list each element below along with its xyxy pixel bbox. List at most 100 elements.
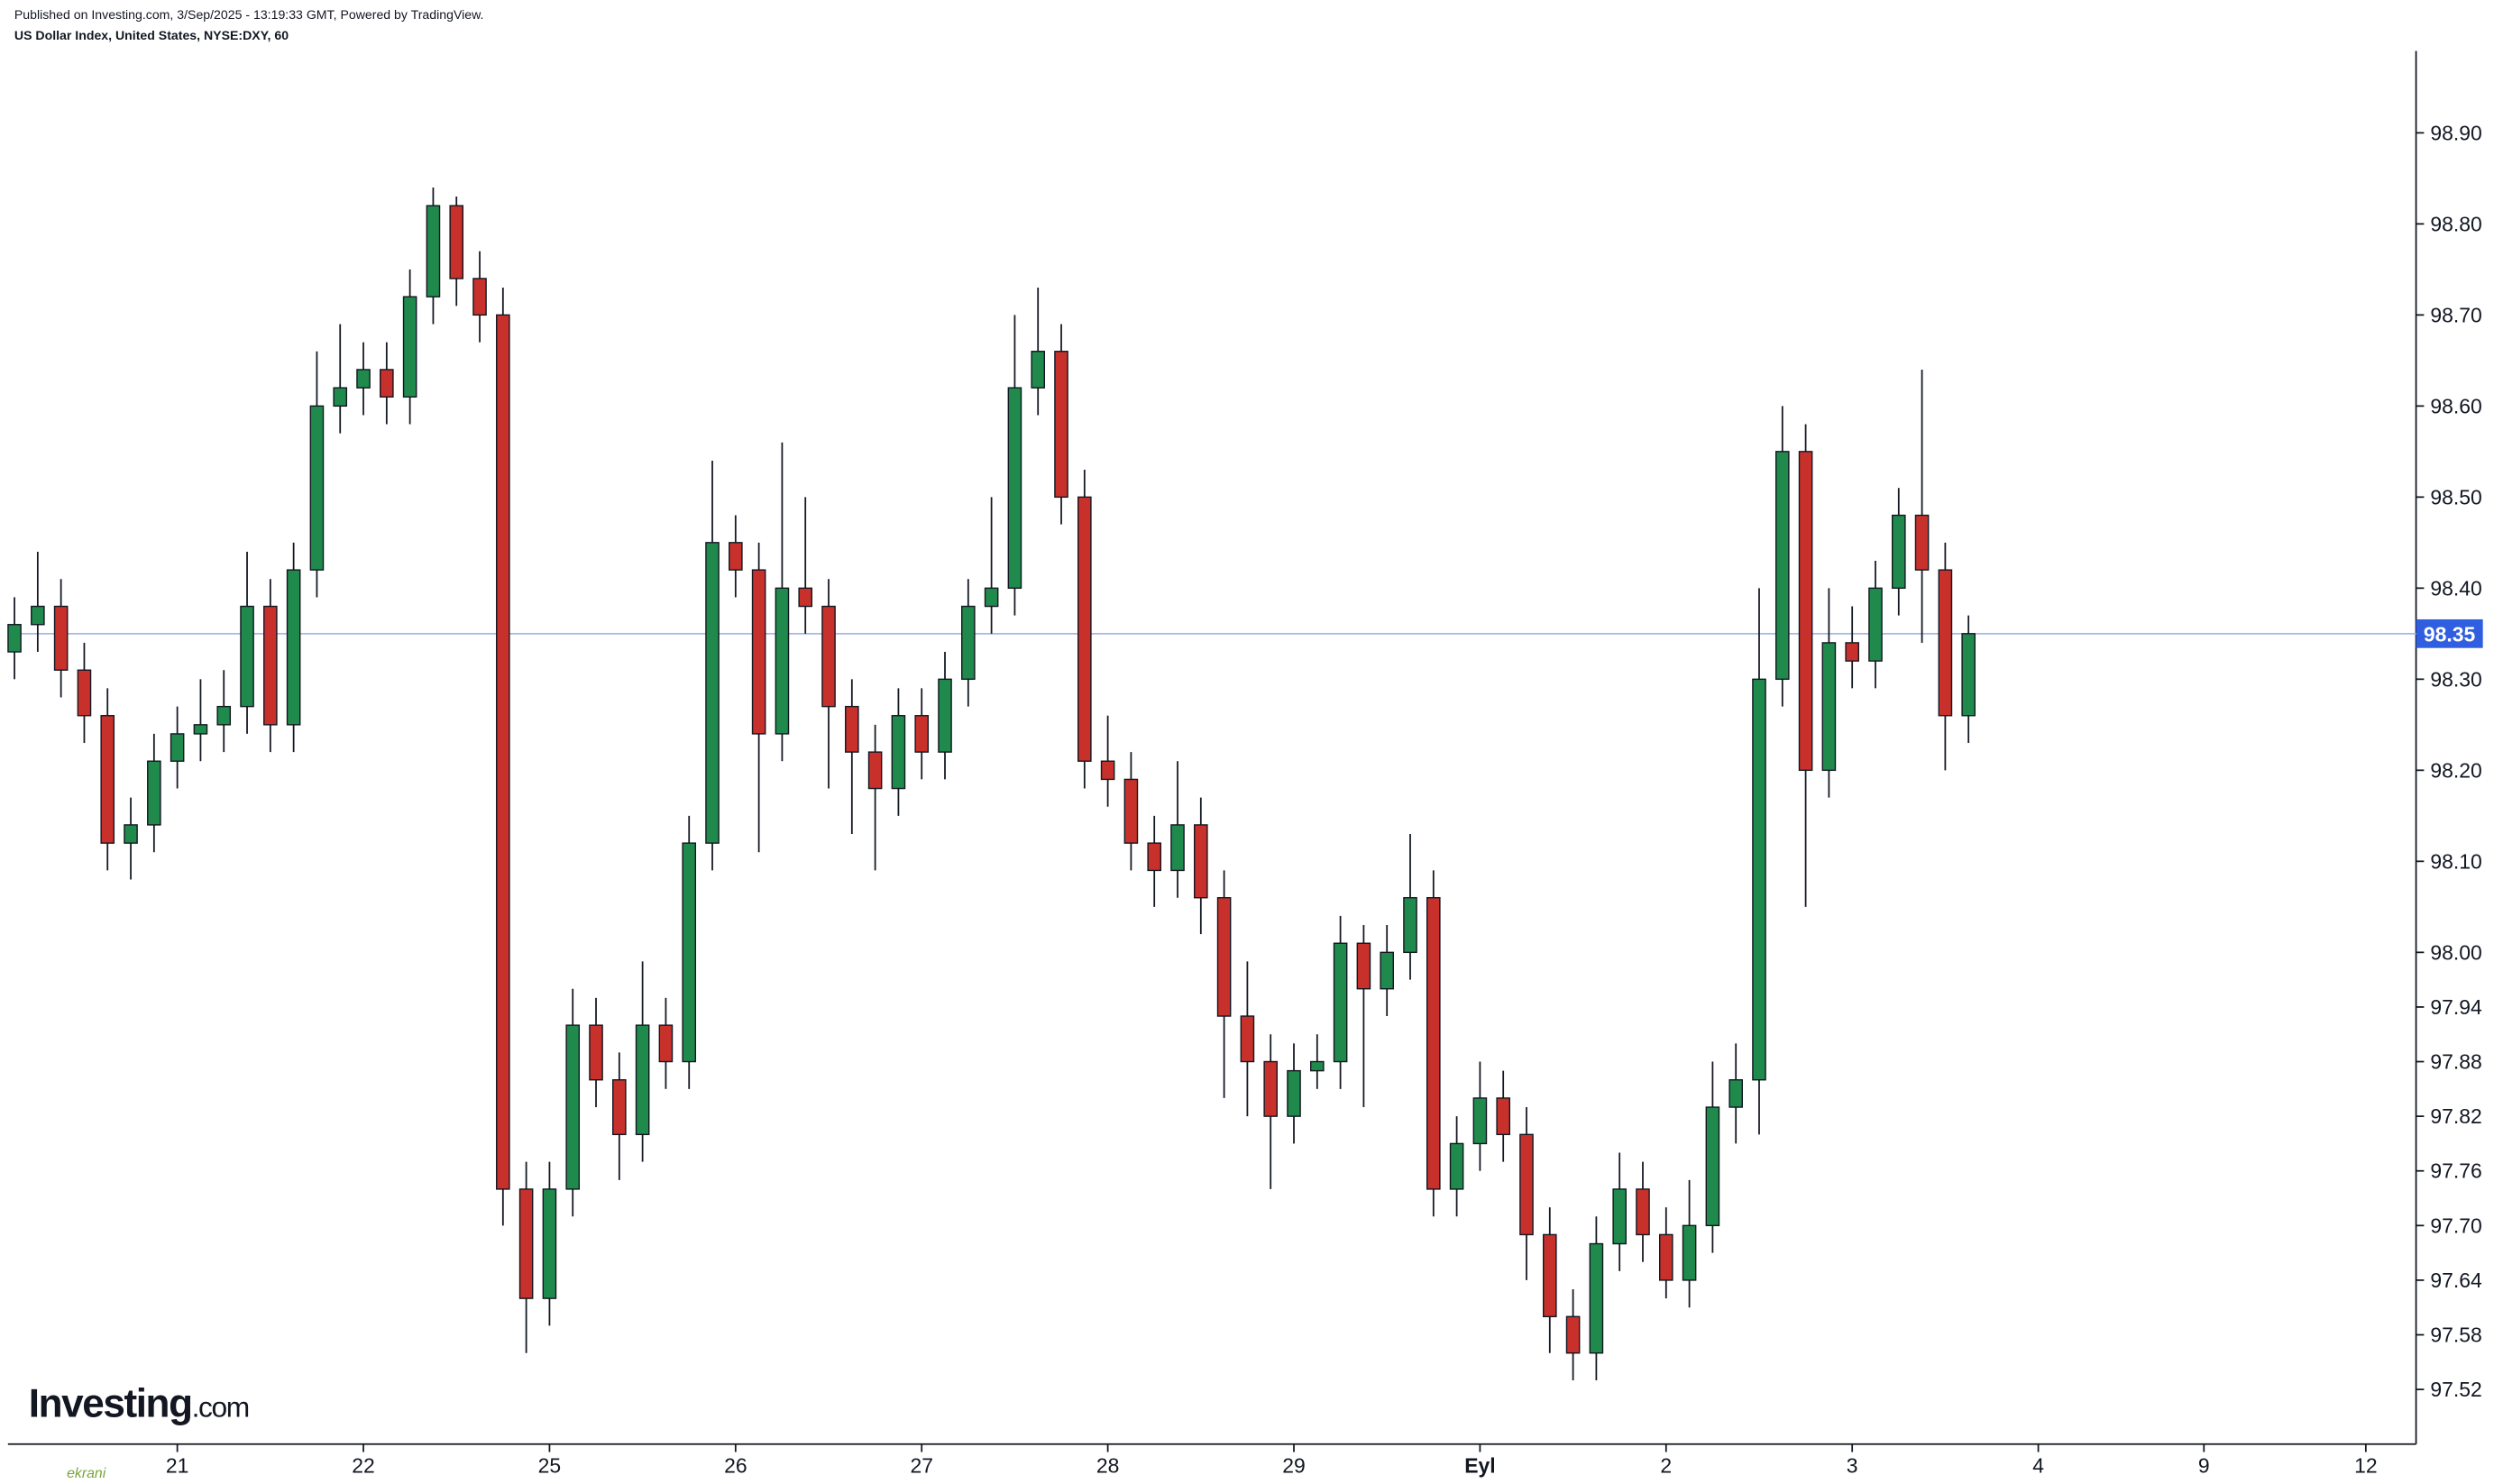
x-tick-label: 3 xyxy=(1847,1453,1858,1477)
candle-body xyxy=(1194,824,1208,899)
candle-body xyxy=(705,542,720,844)
candle-body xyxy=(1636,1188,1650,1236)
candle-body xyxy=(1728,1079,1743,1108)
x-tick-label: 25 xyxy=(538,1453,562,1477)
candle-body xyxy=(124,824,138,844)
chart-title: US Dollar Index, United States, NYSE:DXY… xyxy=(14,28,289,42)
candle-body xyxy=(845,705,859,753)
y-tick-label: 98.30 xyxy=(2430,667,2481,691)
candle-body xyxy=(1007,387,1022,590)
candle-body xyxy=(1403,897,1417,954)
candle-body xyxy=(402,296,417,398)
candle-body xyxy=(1333,942,1348,1063)
y-tick-label: 97.70 xyxy=(2430,1214,2481,1237)
candle-body xyxy=(1565,1315,1581,1354)
candle-body xyxy=(1287,1069,1301,1117)
x-tick-label: Eyl xyxy=(1464,1453,1495,1477)
candle-body xyxy=(1542,1233,1557,1318)
candle-body xyxy=(658,1024,674,1063)
candle-body xyxy=(1705,1106,1720,1227)
candle-body xyxy=(1240,1015,1255,1063)
candle-body xyxy=(31,605,45,626)
candle-body xyxy=(1147,842,1162,872)
y-tick-label: 97.58 xyxy=(2430,1323,2481,1346)
y-tick-label: 97.94 xyxy=(2430,995,2482,1019)
candle-body xyxy=(240,605,254,708)
candle-body xyxy=(170,733,185,762)
candle-body xyxy=(1123,778,1139,844)
candle-body xyxy=(984,587,999,608)
candle-body xyxy=(426,205,441,298)
candle-body xyxy=(542,1188,557,1299)
candle-body xyxy=(356,369,371,389)
candle-body xyxy=(100,715,115,844)
candle-body xyxy=(938,678,952,753)
candle-body xyxy=(1868,587,1883,662)
candle-body xyxy=(612,1079,627,1136)
last-price-label: 98.35 xyxy=(2424,623,2476,646)
candle-body xyxy=(1380,951,1395,990)
candle-body xyxy=(1356,942,1371,990)
last-price-box xyxy=(2416,618,2483,648)
candle-body xyxy=(193,724,208,735)
candle-body xyxy=(1845,642,1859,662)
x-tick-label: 22 xyxy=(352,1453,375,1477)
x-tick-label: 26 xyxy=(724,1453,747,1477)
y-tick-label: 98.50 xyxy=(2430,485,2481,508)
y-tick-label: 98.80 xyxy=(2430,212,2481,235)
x-tick-label: 4 xyxy=(2032,1453,2044,1477)
y-tick-label: 97.82 xyxy=(2430,1104,2481,1128)
candle-body xyxy=(914,715,930,753)
candle-body xyxy=(867,751,883,790)
candle-body xyxy=(682,842,697,1063)
candle-body xyxy=(1589,1242,1604,1354)
candle-body xyxy=(518,1188,534,1299)
candle-body xyxy=(775,587,790,735)
candle-body xyxy=(1310,1060,1325,1072)
candle-body xyxy=(1054,351,1068,499)
candle-body xyxy=(1798,451,1813,772)
candle-body xyxy=(1263,1060,1279,1117)
candle-body xyxy=(1472,1097,1488,1145)
candle-body xyxy=(1519,1133,1534,1236)
candle-body xyxy=(798,587,813,608)
candle-body xyxy=(1426,897,1441,1190)
candle-body xyxy=(1961,633,1976,717)
y-tick-label: 98.40 xyxy=(2430,576,2481,600)
y-tick-label: 97.52 xyxy=(2430,1378,2481,1401)
candle-body xyxy=(472,278,487,316)
candle-body xyxy=(309,405,325,571)
candle-body xyxy=(1612,1188,1627,1245)
logo-brand: Investing xyxy=(29,1382,192,1426)
logo: Investing.com xyxy=(29,1382,249,1426)
candle-body xyxy=(821,605,836,708)
y-tick-label: 97.76 xyxy=(2430,1159,2481,1183)
candle-body xyxy=(1449,1142,1464,1190)
candle-body xyxy=(216,705,232,726)
candle-body xyxy=(635,1024,650,1136)
logo-suffix: .com xyxy=(192,1391,249,1424)
candle-body xyxy=(449,205,464,279)
candle-body xyxy=(77,669,92,717)
y-tick-label: 98.90 xyxy=(2430,121,2481,144)
y-tick-label: 98.00 xyxy=(2430,940,2481,964)
y-tick-label: 98.10 xyxy=(2430,849,2481,873)
x-tick-label: 21 xyxy=(166,1453,189,1477)
candle-body xyxy=(1938,569,1953,717)
candle-body xyxy=(1891,514,1906,590)
watermark: ekrani xyxy=(67,1466,106,1481)
candle-body xyxy=(333,387,348,408)
candle-body xyxy=(1170,824,1185,872)
candle-body xyxy=(263,605,278,726)
x-tick-label: 2 xyxy=(1660,1453,1672,1477)
candle-body xyxy=(891,715,906,790)
x-tick-label: 28 xyxy=(1096,1453,1120,1477)
candle-body xyxy=(565,1024,581,1190)
y-tick-label: 98.70 xyxy=(2430,303,2481,326)
candle-body xyxy=(1496,1097,1510,1136)
candle-body xyxy=(53,605,69,671)
candle-body xyxy=(729,542,743,571)
candle-body xyxy=(1031,351,1046,389)
